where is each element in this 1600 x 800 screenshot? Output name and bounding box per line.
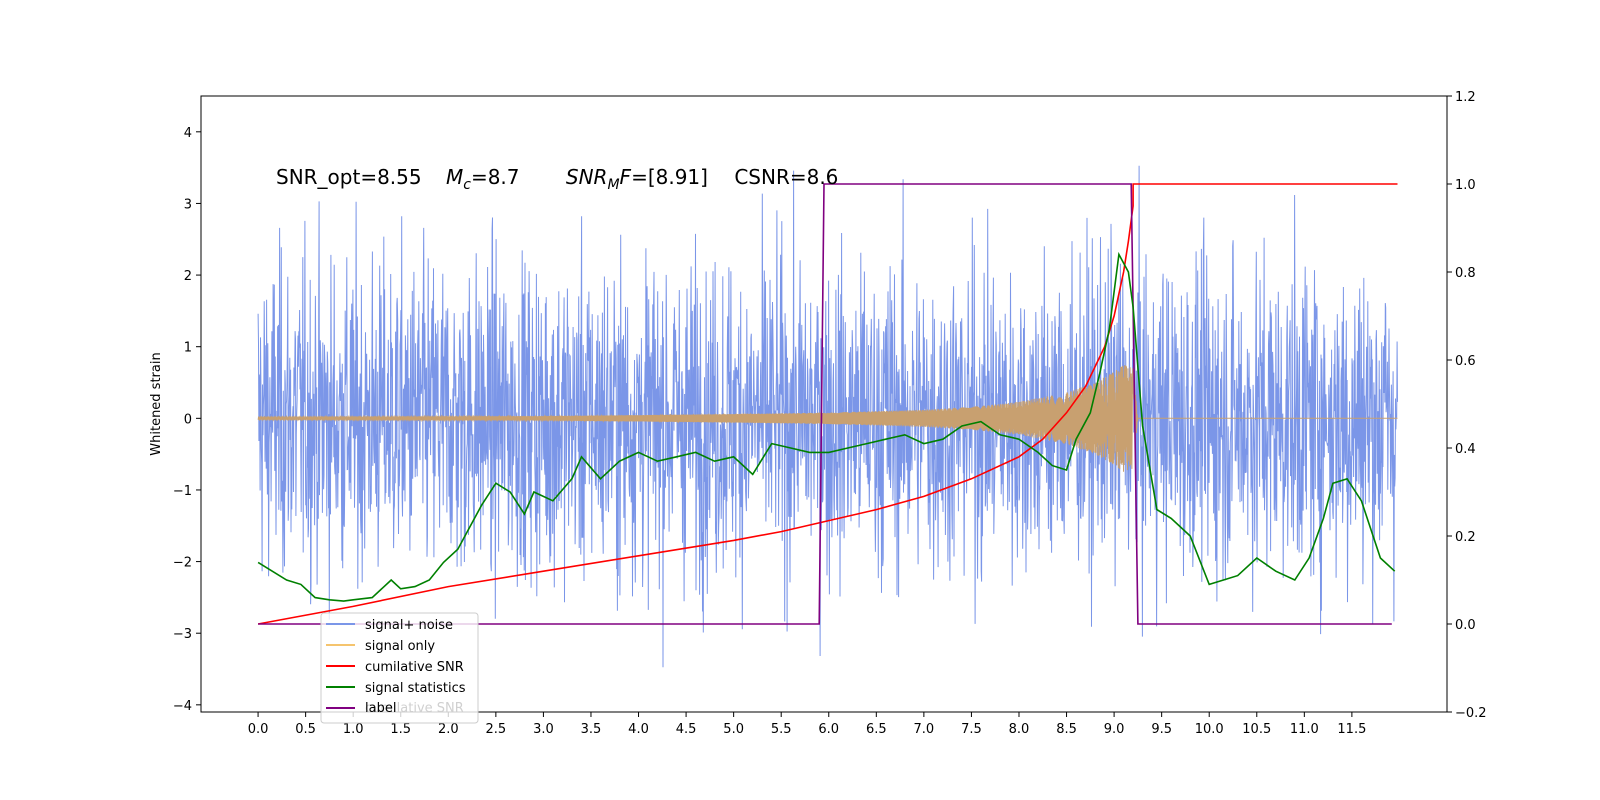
y-tick-label: −1 bbox=[173, 484, 192, 499]
legend-label-cumulative-snr: cumilative SNR bbox=[365, 660, 464, 675]
signal-only-line bbox=[257, 365, 1398, 472]
x-tick-label: 6.0 bbox=[818, 722, 839, 737]
x-tick-label: 5.0 bbox=[723, 722, 744, 737]
x-tick-label: 8.5 bbox=[1056, 722, 1077, 737]
y-tick-label: 4 bbox=[184, 126, 192, 141]
x-tick-label: 1.5 bbox=[390, 722, 411, 737]
x-tick-label: 5.5 bbox=[771, 722, 792, 737]
x-axis: 0.0 0.5 1.0 1.5 2.0 2.5 3.0 3.5 4.0 4.5 5.0 5.5 6.0 6… bbox=[248, 712, 1366, 737]
x-tick-label: 2.0 bbox=[438, 722, 459, 737]
y2-tick-label: 1.2 bbox=[1455, 90, 1476, 105]
y2-tick-label: 0.0 bbox=[1455, 618, 1476, 633]
annotation-snrmf-mid: F bbox=[620, 165, 632, 189]
y-tick-label: −4 bbox=[173, 699, 192, 714]
legend: cumilative SNR signal+ noise signal only… bbox=[320, 612, 479, 724]
x-tick-label: 2.5 bbox=[486, 722, 507, 737]
y-tick-label: 1 bbox=[184, 341, 192, 356]
x-tick-label: 3.5 bbox=[581, 722, 602, 737]
annotation-snrmf-subscript: M bbox=[607, 177, 619, 193]
y-tick-label: −3 bbox=[173, 627, 192, 642]
legend-label-signal-statistics: signal statistics bbox=[365, 681, 466, 696]
x-tick-label: 0.0 bbox=[248, 722, 269, 737]
y2-tick-label: 0.2 bbox=[1455, 530, 1476, 545]
y-tick-label: 3 bbox=[184, 197, 192, 212]
y2-tick-label: 0.8 bbox=[1455, 266, 1476, 281]
y2-tick-label: 1.0 bbox=[1455, 178, 1476, 193]
x-tick-label: 7.0 bbox=[914, 722, 935, 737]
y-axis-right: 1.2 1.0 0.8 0.6 0.4 0.2 0.0 −0.2 bbox=[1447, 90, 1487, 721]
x-tick-label: 10.5 bbox=[1242, 722, 1271, 737]
x-tick-label: 1.0 bbox=[343, 722, 364, 737]
signal-statistics-line bbox=[257, 251, 1396, 602]
x-tick-label: 4.0 bbox=[628, 722, 649, 737]
y-axis-left: 4 3 2 1 0 −1 −2 −3 −4 bbox=[173, 126, 201, 714]
x-tick-label: 11.5 bbox=[1337, 722, 1366, 737]
x-tick-label: 0.5 bbox=[295, 722, 316, 737]
legend-label-label: label bbox=[365, 701, 396, 716]
x-tick-label: 7.5 bbox=[961, 722, 982, 737]
x-tick-label: 10.0 bbox=[1195, 722, 1224, 737]
y-tick-label: −2 bbox=[173, 556, 192, 571]
x-tick-label: 3.0 bbox=[533, 722, 554, 737]
plot-content bbox=[257, 165, 1398, 668]
y2-tick-label: −0.2 bbox=[1455, 706, 1487, 721]
annotation-snr-opt: SNR_opt=8.55 bbox=[276, 165, 422, 189]
x-tick-label: 8.0 bbox=[1009, 722, 1030, 737]
signal-noise-line bbox=[257, 165, 1398, 668]
cumilative-snr-line bbox=[257, 183, 1398, 625]
annotation-text: SNR_opt=8.55 Mc=8.7 SNRMF=[8.91] CSNR=8.… bbox=[276, 165, 838, 193]
annotation-mc-value: =8.7 bbox=[471, 165, 520, 189]
y-axis-label: Whitened strain bbox=[149, 352, 164, 455]
x-tick-label: 9.0 bbox=[1104, 722, 1125, 737]
legend-label-signal-noise: signal+ noise bbox=[365, 618, 453, 633]
annotation-mc-subscript: c bbox=[463, 177, 471, 193]
x-tick-label: 4.5 bbox=[676, 722, 697, 737]
annotation-mc-symbol: M bbox=[446, 165, 463, 189]
label-line bbox=[258, 183, 1392, 625]
x-tick-label: 6.5 bbox=[866, 722, 887, 737]
y2-tick-label: 0.6 bbox=[1455, 354, 1476, 369]
x-tick-label: 9.5 bbox=[1151, 722, 1172, 737]
annotation-snrmf-value: =[8.91] bbox=[631, 165, 708, 189]
legend-ghost-text: cumilative SNR bbox=[365, 701, 464, 716]
y-tick-label: 2 bbox=[184, 269, 192, 284]
y-tick-label: 0 bbox=[184, 412, 192, 427]
x-tick-label: 11.0 bbox=[1290, 722, 1319, 737]
y2-tick-label: 0.4 bbox=[1455, 442, 1476, 457]
annotation-snrmf-symbol: SNR bbox=[566, 165, 608, 189]
annotation-csnr: CSNR=8.6 bbox=[734, 165, 838, 189]
legend-label-signal-only: signal only bbox=[365, 639, 435, 654]
plot-frame bbox=[200, 95, 1448, 713]
legend-frame bbox=[320, 612, 479, 724]
